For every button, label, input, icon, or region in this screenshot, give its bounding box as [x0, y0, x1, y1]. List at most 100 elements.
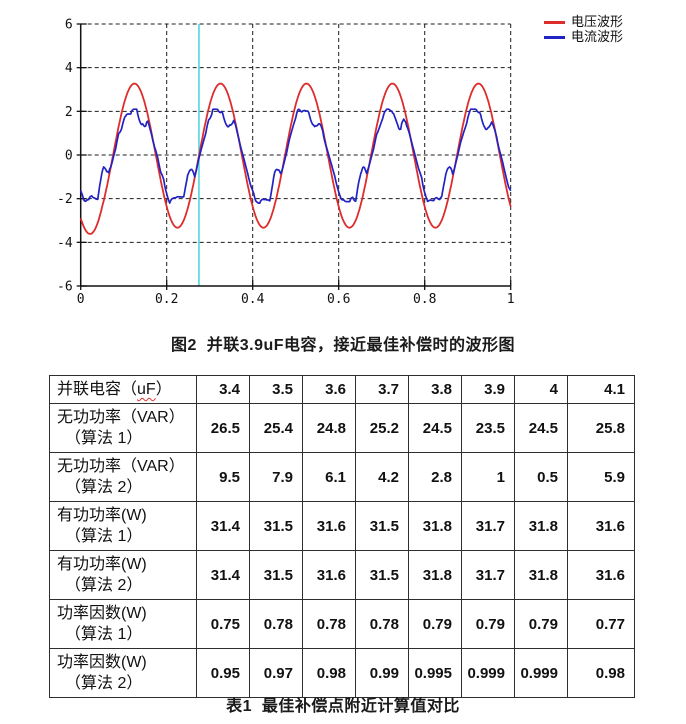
value-cell: 25.8 — [567, 403, 635, 453]
value-cell: 31.5 — [355, 550, 409, 600]
value-cell: 4.2 — [355, 452, 409, 502]
value-cell: 24.8 — [302, 403, 356, 453]
figure-caption: 图2 并联3.9uF电容，接近最佳补偿时的波形图 — [170, 337, 516, 354]
row-label-cell: 无功功率（VAR） （算法 2） — [49, 452, 197, 502]
value-cell: 31.8 — [514, 550, 568, 600]
value-cell: 31.4 — [196, 501, 250, 551]
value-cell: 0.999 — [514, 648, 568, 698]
value-cell: 0.98 — [302, 648, 356, 698]
value-cell: 5.9 — [567, 452, 635, 502]
value-cell: 31.6 — [567, 501, 635, 551]
row-label-cell: 功率因数(W) （算法 1） — [49, 599, 197, 649]
value-cell: 0.999 — [461, 648, 515, 698]
row-label-cell: 有功功率(W) （算法 1） — [49, 501, 197, 551]
table-row: 功率因数(W) （算法 1） 0.75 0.78 0.78 0.78 0.79 0.79 0.7… — [49, 599, 635, 649]
header-value-cell: 3.7 — [355, 375, 409, 404]
value-cell: 23.5 — [461, 403, 515, 453]
row-label-cell: 功率因数(W) （算法 2） — [49, 648, 197, 698]
svg-text:6: 6 — [65, 18, 73, 33]
row-label-cell: 无功功率（VAR） （算法 1） — [49, 403, 197, 453]
table-row: 无功功率（VAR） （算法 1） 26.5 25.4 24.8 25.2 24.5 23.5 2… — [49, 403, 635, 453]
current-waveform-line — [79, 108, 512, 205]
table-header-row: 并联电容（uF） 3.4 3.5 3.6 3.7 3.8 3.9 4 4.1 — [49, 375, 635, 404]
value-cell: 31.5 — [249, 501, 303, 551]
chart-legend: 电压波形 电流波形 — [544, 15, 623, 44]
svg-text:0: 0 — [65, 149, 73, 164]
table-caption: 表1 最佳补偿点附近计算值对比 — [226, 698, 460, 715]
value-cell: 0.97 — [249, 648, 303, 698]
value-cell: 31.5 — [355, 501, 409, 551]
row-label-cell: 有功功率(W) （算法 2） — [49, 550, 197, 600]
svg-text:-4: -4 — [57, 236, 73, 251]
value-cell: 24.5 — [408, 403, 462, 453]
svg-text:1: 1 — [507, 292, 515, 307]
header-value-cell: 3.6 — [302, 375, 356, 404]
value-cell: 0.99 — [355, 648, 409, 698]
voltage-line-swatch — [544, 20, 565, 24]
value-cell: 0.79 — [514, 599, 568, 649]
header-value-cell: 4.1 — [567, 375, 635, 404]
value-cell: 0.79 — [461, 599, 515, 649]
header-label-cell: 并联电容（uF） — [49, 375, 197, 404]
axis-ticks — [76, 23, 512, 290]
header-value-cell: 3.5 — [249, 375, 303, 404]
value-cell: 31.8 — [408, 550, 462, 600]
svg-text:0.4: 0.4 — [241, 292, 265, 307]
unit-text-with-spellcheck: uF — [137, 381, 156, 398]
value-cell: 31.8 — [408, 501, 462, 551]
legend-item-current: 电流波形 — [544, 30, 623, 44]
svg-text:0.6: 0.6 — [327, 292, 350, 307]
svg-text:-6: -6 — [57, 280, 73, 295]
header-value-cell: 3.9 — [461, 375, 515, 404]
value-cell: 31.7 — [461, 550, 515, 600]
value-cell: 31.6 — [302, 550, 356, 600]
header-value-cell: 4 — [514, 375, 568, 404]
table-row: 功率因数(W) （算法 2） 0.95 0.97 0.98 0.99 0.995 0.999 0… — [49, 648, 635, 698]
svg-text:4: 4 — [65, 61, 73, 76]
value-cell: 31.6 — [302, 501, 356, 551]
value-cell: 0.77 — [567, 599, 635, 649]
value-cell: 6.1 — [302, 452, 356, 502]
svg-text:2: 2 — [65, 105, 73, 120]
table-row: 有功功率(W) （算法 1） 31.4 31.5 31.6 31.5 31.8 31.7 31.… — [49, 501, 635, 551]
comparison-table-body: 并联电容（uF） 3.4 3.5 3.6 3.7 3.8 3.9 4 4.1 无功功率（VAR）（… — [49, 375, 635, 698]
svg-text:0: 0 — [77, 292, 85, 307]
voltage-waveform-line — [79, 82, 512, 235]
current-legend-label: 电流波形 — [571, 29, 624, 44]
value-cell: 31.4 — [196, 550, 250, 600]
value-cell: 0.75 — [196, 599, 250, 649]
value-cell: 0.78 — [249, 599, 303, 649]
table-row: 有功功率(W) （算法 2） 31.4 31.5 31.6 31.5 31.8 31.7 31.… — [49, 550, 635, 600]
value-cell: 0.78 — [355, 599, 409, 649]
value-cell: 31.6 — [567, 550, 635, 600]
current-line-swatch — [544, 35, 565, 39]
value-cell: 9.5 — [196, 452, 250, 502]
header-value-cell: 3.4 — [196, 375, 250, 404]
value-cell: 0.78 — [302, 599, 356, 649]
value-cell: 25.4 — [249, 403, 303, 453]
value-cell: 0.98 — [567, 648, 635, 698]
value-cell: 0.5 — [514, 452, 568, 502]
svg-text:0.2: 0.2 — [155, 292, 178, 307]
value-cell: 2.8 — [408, 452, 462, 502]
svg-text:0.8: 0.8 — [413, 292, 436, 307]
value-cell: 0.79 — [408, 599, 462, 649]
value-cell: 1 — [461, 452, 515, 502]
value-cell: 31.5 — [249, 550, 303, 600]
value-cell: 0.95 — [196, 648, 250, 698]
value-cell: 7.9 — [249, 452, 303, 502]
legend-item-voltage: 电压波形 — [544, 15, 623, 29]
value-cell: 31.8 — [514, 501, 568, 551]
value-cell: 0.995 — [408, 648, 462, 698]
axis-tick-labels: 6 4 2 0 -2 -4 -6 0 0.2 0.4 0.6 0.8 1 — [57, 18, 515, 308]
comparison-table: 并联电容（uF） 3.4 3.5 3.6 3.7 3.8 3.9 4 4.1 无功功率（VAR）（… — [49, 375, 635, 698]
table-row: 无功功率（VAR） （算法 2） 9.5 7.9 6.1 4.2 2.8 1 0.5 5.9 — [49, 452, 635, 502]
gridlines — [80, 23, 512, 286]
voltage-legend-label: 电压波形 — [571, 14, 624, 29]
value-cell: 31.7 — [461, 501, 515, 551]
waveform-chart: 6 4 2 0 -2 -4 -6 0 0.2 0.4 0.6 0.8 1 — [57, 18, 515, 308]
value-cell: 25.2 — [355, 403, 409, 453]
svg-text:-2: -2 — [57, 192, 73, 207]
value-cell: 24.5 — [514, 403, 568, 453]
